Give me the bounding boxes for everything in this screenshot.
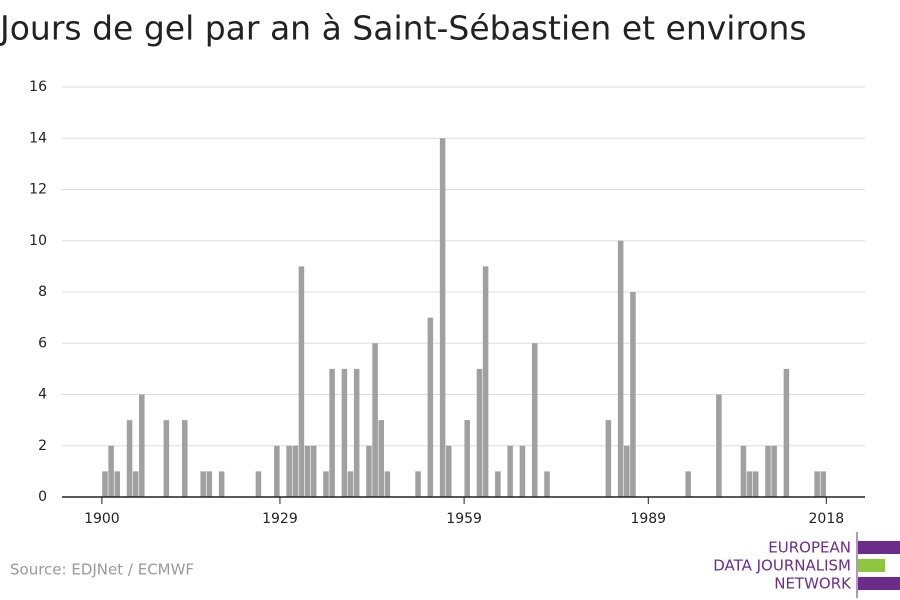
bar: [820, 471, 827, 497]
logo-text: DATA JOURNALISM: [713, 557, 851, 575]
y-tick-label: 0: [38, 489, 47, 505]
y-tick-label: 6: [38, 335, 47, 351]
bar: [218, 471, 225, 497]
x-tick-label: 1929: [262, 511, 298, 527]
bar: [163, 420, 170, 497]
y-tick-label: 8: [38, 284, 47, 300]
bar: [108, 445, 114, 497]
y-tick-label: 12: [29, 182, 47, 198]
logo: EUROPEAN DATA JOURNALISM NETWORK: [713, 532, 900, 598]
bar: [716, 394, 722, 497]
bar: [286, 445, 292, 497]
bar: [740, 445, 747, 497]
y-tick-label: 2: [38, 438, 47, 454]
bar: [353, 368, 360, 497]
bar: [464, 420, 470, 497]
bar: [617, 240, 624, 497]
bar: [102, 471, 108, 497]
bar: [531, 343, 538, 497]
y-tick-label: 10: [29, 233, 47, 249]
bar: [323, 471, 329, 497]
chart-title: Jours de gel par an à Saint-Sébastien et…: [0, 9, 807, 48]
bar: [415, 471, 421, 497]
logo-bar: [858, 577, 900, 590]
bar: [126, 420, 133, 497]
bar: [372, 343, 378, 497]
bar: [298, 266, 305, 497]
bar: [685, 471, 691, 497]
bar: [341, 368, 348, 497]
x-tick-label: 2018: [809, 511, 845, 527]
bar: [752, 471, 759, 497]
bar: [507, 445, 513, 497]
y-tick-label: 14: [29, 130, 47, 146]
bar: [114, 471, 121, 497]
logo-bar: [858, 541, 900, 554]
x-tick-label: 1959: [446, 511, 482, 527]
bar: [329, 368, 335, 497]
bar: [765, 445, 771, 497]
bar: [304, 445, 311, 497]
bar: [274, 445, 280, 497]
bar: [384, 471, 391, 497]
bar: [446, 445, 452, 497]
logo-text: NETWORK: [774, 575, 852, 593]
bar: [182, 420, 188, 497]
bar: [347, 471, 354, 497]
bar: [200, 471, 206, 497]
bar: [783, 368, 790, 497]
bar: [132, 471, 139, 497]
bar: [519, 445, 526, 497]
bar: [366, 445, 372, 497]
logo-bar: [858, 559, 885, 572]
bar: [378, 420, 384, 497]
bar: [624, 445, 630, 497]
y-tick-label: 4: [38, 387, 47, 403]
bar: [476, 368, 483, 497]
bar: [771, 445, 777, 497]
bar: [439, 138, 446, 497]
bar: [495, 471, 501, 497]
bar: [292, 445, 299, 497]
bar: [605, 420, 612, 497]
bar: [482, 266, 489, 497]
bar: [206, 471, 213, 497]
logo-text: EUROPEAN: [768, 539, 851, 557]
bar: [139, 394, 145, 497]
x-tick-label: 1900: [84, 511, 120, 527]
bar: [630, 292, 636, 497]
bar: [255, 471, 262, 497]
bar: [544, 471, 550, 497]
source: Source: EDJNet / ECMWF: [10, 561, 194, 579]
bar: [746, 471, 753, 497]
x-tick-label: 1989: [630, 511, 666, 527]
bar: [310, 445, 317, 497]
bar: [814, 471, 820, 497]
y-tick-label: 16: [29, 79, 47, 95]
bar: [427, 317, 434, 497]
